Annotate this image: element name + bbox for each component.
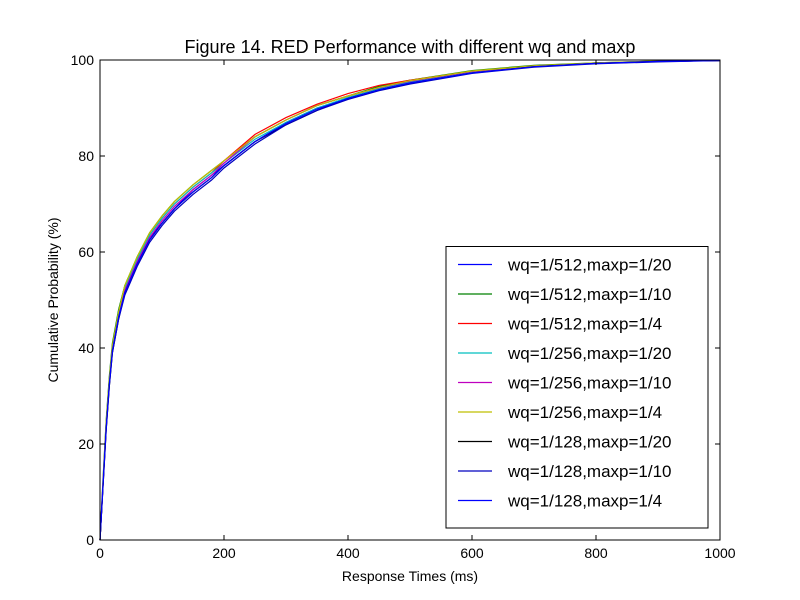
legend-label: wq=1/256,maxp=1/10 (507, 374, 672, 393)
x-tick-label: 400 (336, 545, 360, 561)
legend: wq=1/512,maxp=1/20 wq=1/512,maxp=1/10 wq=1… (445, 246, 709, 529)
x-tick-label: 800 (584, 545, 608, 561)
legend-label: wq=1/512,maxp=1/20 (507, 256, 672, 275)
legend-label: wq=1/128,maxp=1/10 (507, 462, 672, 481)
x-tick-label: 1000 (704, 545, 735, 561)
series-line-9 (99, 59, 721, 541)
x-axis: 0 200 400 600 800 1000 (96, 60, 736, 561)
y-tick-label: 0 (86, 532, 94, 548)
x-tick-label: 600 (460, 545, 484, 561)
y-axis: 0 20 40 60 80 100 (71, 52, 720, 548)
plot-lines (99, 59, 721, 541)
series-line-6 (99, 59, 721, 541)
chart-title: Figure 14. RED Performance with differen… (185, 37, 636, 57)
legend-label: wq=1/512,maxp=1/10 (507, 285, 672, 304)
legend-label: wq=1/256,maxp=1/4 (507, 403, 662, 422)
legend-label: wq=1/512,maxp=1/4 (507, 315, 662, 334)
plot-frame (99, 59, 721, 541)
y-tick-label: 40 (78, 340, 94, 356)
x-tick-label: 200 (212, 545, 236, 561)
legend-label: wq=1/128,maxp=1/20 (507, 433, 672, 452)
y-tick-label: 80 (78, 148, 94, 164)
y-tick-label: 100 (71, 52, 95, 68)
y-tick-label: 60 (78, 244, 94, 260)
y-tick-label: 20 (78, 436, 94, 452)
x-axis-label: Response Times (ms) (342, 568, 478, 584)
y-axis-label: Cumulative Probability (%) (45, 218, 61, 383)
legend-label: wq=1/128,maxp=1/4 (507, 492, 662, 511)
legend-label: wq=1/256,maxp=1/20 (507, 344, 672, 363)
x-tick-label: 0 (96, 545, 104, 561)
